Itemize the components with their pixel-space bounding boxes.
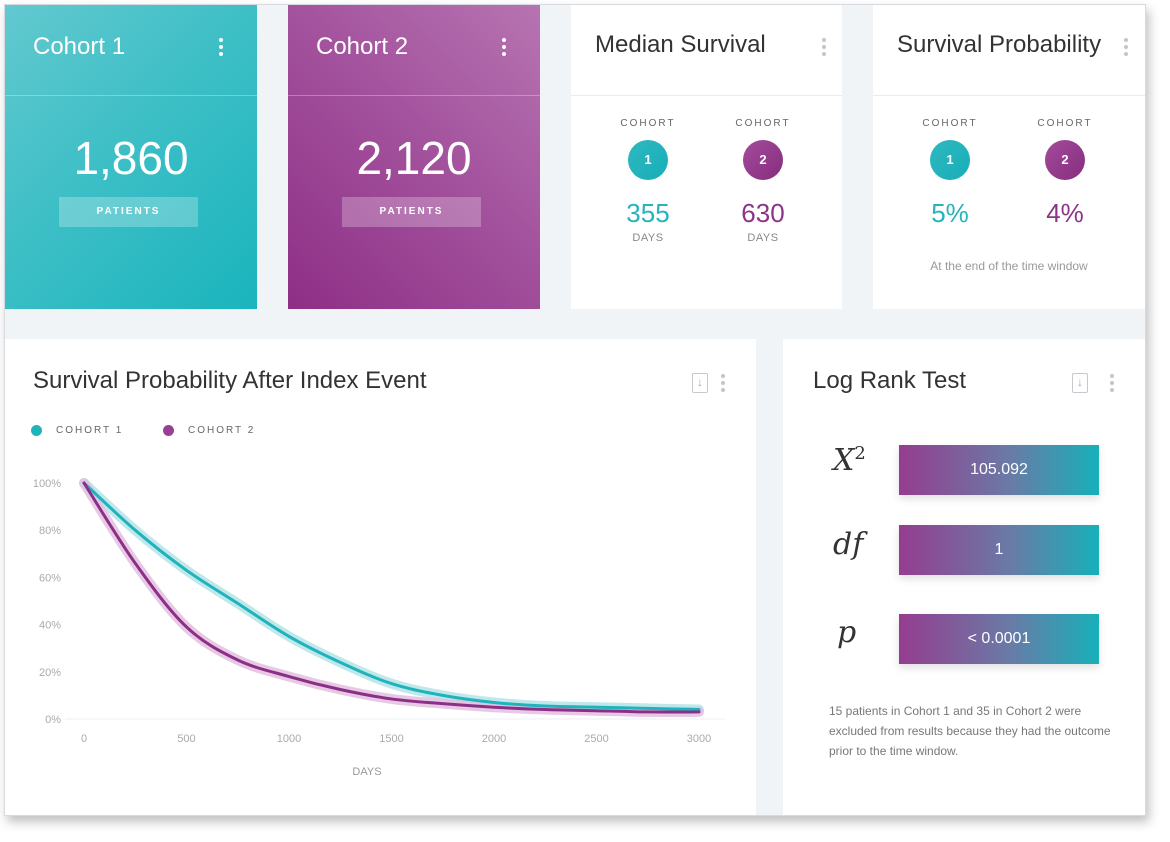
cohort-2-median-value: 630 [741, 198, 785, 228]
divider [873, 95, 1145, 96]
cohort-label: COHORT [620, 118, 676, 129]
cohort-label: COHORT [1037, 118, 1093, 129]
y-tick-label: 100% [33, 478, 61, 490]
cohort-2-column: COHORT 2 4% [1030, 118, 1100, 229]
y-tick-label: 80% [39, 525, 61, 537]
more-menu-icon[interactable] [1110, 374, 1114, 392]
x-tick-label: 2500 [584, 733, 608, 745]
cohort-2-count: 2,120 [356, 132, 472, 184]
divider [571, 95, 842, 96]
log-rank-title: Log Rank Test [813, 367, 966, 394]
cohort-1-survival-line [82, 481, 701, 712]
survival-line-chart: 0% 20% 40% 60% 80% 100% 0 500 1000 1500 2000 2500 30… [33, 478, 725, 778]
p-value: < 0.0001 [899, 614, 1099, 664]
median-survival-title: Median Survival [595, 31, 766, 58]
legend-label: COHORT 1 [56, 425, 124, 436]
cohort-1-column: COHORT 1 5% [915, 118, 985, 229]
legend-cohort-1: COHORT 1 [31, 425, 123, 436]
y-tick-label: 60% [39, 572, 61, 584]
x-tick-label: 500 [177, 733, 195, 745]
cohort-2-confidence-band [79, 478, 704, 718]
more-menu-icon[interactable] [1124, 38, 1128, 56]
cohort-2-patients-button[interactable]: PATIENTS [342, 197, 481, 227]
x-tick-label: 0 [81, 733, 87, 745]
legend-label: COHORT 2 [188, 425, 256, 436]
more-menu-icon[interactable] [502, 38, 506, 56]
cohort-label: COHORT [922, 118, 978, 129]
x-tick-label: 2000 [482, 733, 506, 745]
cohort-1-count: 1,860 [73, 132, 189, 184]
survival-probability-card: Survival Probability COHORT 1 5% COHORT … [873, 5, 1145, 309]
more-menu-icon[interactable] [219, 38, 223, 56]
survival-chart-card: Survival Probability After Index Event C… [5, 339, 756, 815]
download-icon[interactable] [1072, 373, 1088, 393]
cohort-2-badge: 2 [743, 140, 783, 180]
survival-probability-title: Survival Probability [897, 31, 1102, 58]
cohort-1-column: COHORT 1 355 DAYS [613, 118, 683, 244]
cohort-1-confidence-band [79, 478, 704, 715]
divider [288, 95, 540, 96]
cohort-1-patients-button[interactable]: PATIENTS [59, 197, 198, 227]
cohort-2-column: COHORT 2 630 DAYS [728, 118, 798, 244]
days-unit: DAYS [632, 232, 664, 244]
legend-cohort-2: COHORT 2 [163, 425, 255, 436]
chi-square-symbol: X2 [833, 443, 866, 478]
divider [5, 95, 257, 96]
cohort-1-legend-dot [31, 425, 42, 436]
x-axis-label: DAYS [352, 766, 381, 778]
cohort-1-title: Cohort 1 [33, 33, 126, 60]
median-survival-card: Median Survival COHORT 1 355 DAYS COHORT… [571, 5, 842, 309]
y-tick-label: 40% [39, 620, 61, 632]
cohort-1-badge: 1 [628, 140, 668, 180]
y-tick-label: 20% [39, 667, 61, 679]
cohort-label: COHORT [735, 118, 791, 129]
x-tick-label: 3000 [687, 733, 711, 745]
more-menu-icon[interactable] [721, 374, 725, 392]
cohort-2-title: Cohort 2 [316, 33, 409, 60]
y-tick-label: 0% [45, 714, 61, 726]
cohort-2-badge: 2 [1045, 140, 1085, 180]
x-tick-label: 1000 [277, 733, 301, 745]
cohort-2-card: Cohort 2 2,120 PATIENTS [288, 5, 540, 309]
df-symbol: df [833, 527, 864, 562]
days-unit: DAYS [747, 232, 779, 244]
cohort-2-probability-value: 4% [1046, 198, 1084, 228]
cohort-1-median-value: 355 [626, 198, 670, 228]
p-symbol: p [837, 615, 857, 650]
dashboard: Cohort 1 1,860 PATIENTS Cohort 2 2,120 P… [4, 4, 1146, 816]
more-menu-icon[interactable] [822, 38, 826, 56]
chi-symbol: X [833, 443, 855, 478]
df-value: 1 [899, 525, 1099, 575]
time-window-note: At the end of the time window [930, 259, 1088, 273]
log-rank-card: Log Rank Test X2 105.092 df 1 p < 0.0001… [783, 339, 1145, 815]
download-icon[interactable] [692, 373, 708, 393]
cohort-1-badge: 1 [930, 140, 970, 180]
cohort-1-card: Cohort 1 1,860 PATIENTS [5, 5, 257, 309]
cohort-2-legend-dot [163, 425, 174, 436]
cohort-1-probability-value: 5% [931, 198, 969, 228]
chi-square-value: 105.092 [899, 445, 1099, 495]
exclusion-footnote: 15 patients in Cohort 1 and 35 in Cohort… [829, 704, 1111, 758]
x-tick-label: 1500 [379, 733, 403, 745]
chart-title: Survival Probability After Index Event [33, 367, 427, 394]
chi-exponent: 2 [854, 443, 866, 464]
cohort-2-survival-line [82, 481, 701, 714]
